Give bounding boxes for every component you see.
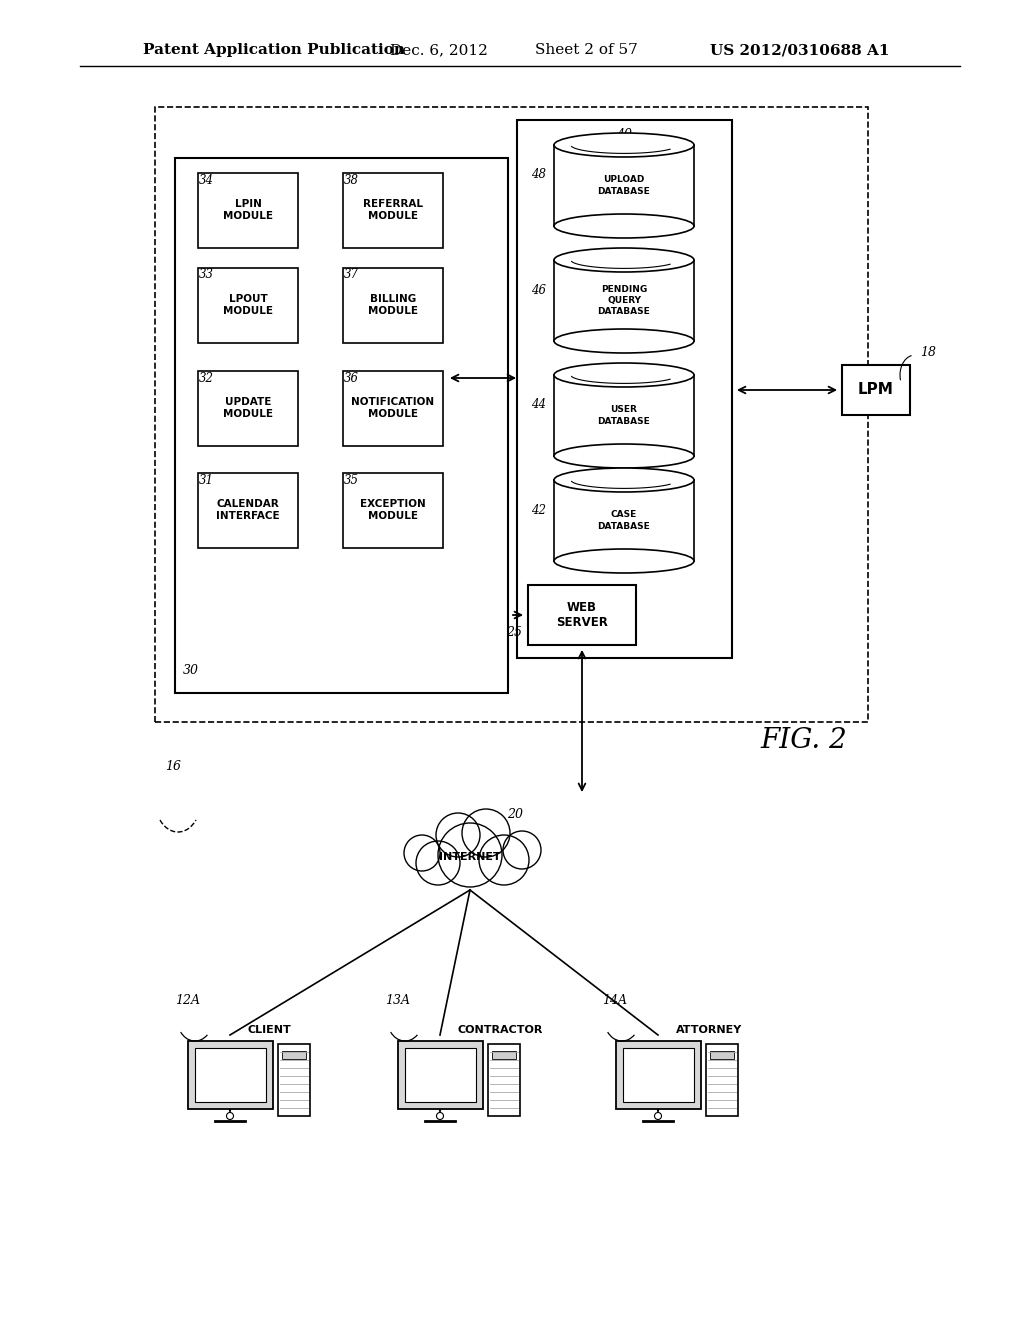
Text: CASE
DATABASE: CASE DATABASE [598, 511, 650, 531]
Text: USER
DATABASE: USER DATABASE [598, 405, 650, 425]
FancyBboxPatch shape [492, 1051, 515, 1059]
Text: 32: 32 [199, 371, 213, 384]
Text: CONTRACTOR: CONTRACTOR [458, 1026, 544, 1035]
Text: FIG. 2: FIG. 2 [760, 726, 847, 754]
Circle shape [438, 822, 502, 887]
FancyBboxPatch shape [198, 173, 298, 248]
Text: 42: 42 [531, 503, 546, 516]
FancyBboxPatch shape [487, 1044, 519, 1115]
Text: 30: 30 [183, 664, 199, 677]
Text: WEB
SERVER: WEB SERVER [556, 601, 608, 630]
Text: 33: 33 [199, 268, 213, 281]
FancyBboxPatch shape [404, 1048, 475, 1102]
Circle shape [416, 841, 460, 884]
Text: INTERNET: INTERNET [439, 851, 501, 862]
FancyBboxPatch shape [343, 173, 443, 248]
Ellipse shape [554, 248, 694, 272]
Text: 14A: 14A [602, 994, 627, 1006]
Circle shape [503, 832, 541, 869]
FancyBboxPatch shape [528, 585, 636, 645]
Text: 20: 20 [507, 808, 523, 821]
Circle shape [654, 1113, 662, 1119]
Text: EXCEPTION
MODULE: EXCEPTION MODULE [360, 499, 426, 521]
Circle shape [226, 1113, 233, 1119]
Text: LPOUT
MODULE: LPOUT MODULE [223, 294, 273, 317]
Text: 18: 18 [920, 346, 936, 359]
Text: CLIENT: CLIENT [248, 1026, 292, 1035]
Text: 35: 35 [343, 474, 358, 487]
FancyBboxPatch shape [198, 473, 298, 548]
Text: 44: 44 [531, 399, 546, 412]
Text: 25: 25 [506, 627, 522, 639]
Text: Sheet 2 of 57: Sheet 2 of 57 [535, 44, 638, 57]
Text: ATTORNEY: ATTORNEY [676, 1026, 742, 1035]
FancyBboxPatch shape [195, 1048, 265, 1102]
FancyBboxPatch shape [198, 371, 298, 446]
Ellipse shape [554, 133, 694, 157]
FancyBboxPatch shape [343, 473, 443, 548]
Text: LPM: LPM [858, 383, 894, 397]
Text: 48: 48 [531, 169, 546, 181]
Circle shape [436, 1113, 443, 1119]
Text: BILLING
MODULE: BILLING MODULE [368, 294, 418, 317]
Text: Dec. 6, 2012: Dec. 6, 2012 [390, 44, 487, 57]
Ellipse shape [554, 329, 694, 352]
FancyBboxPatch shape [343, 371, 443, 446]
Text: 37: 37 [343, 268, 358, 281]
FancyBboxPatch shape [198, 268, 298, 342]
Text: 16: 16 [165, 760, 181, 774]
FancyBboxPatch shape [278, 1044, 309, 1115]
Text: Patent Application Publication: Patent Application Publication [143, 44, 406, 57]
Ellipse shape [554, 469, 694, 492]
Bar [554, 480, 694, 561]
Text: 34: 34 [199, 173, 213, 186]
Text: 38: 38 [343, 173, 358, 186]
FancyBboxPatch shape [343, 268, 443, 342]
Text: 12A: 12A [175, 994, 200, 1006]
Text: 40: 40 [616, 128, 633, 141]
FancyBboxPatch shape [706, 1044, 737, 1115]
Text: UPDATE
MODULE: UPDATE MODULE [223, 397, 273, 420]
Circle shape [436, 813, 480, 857]
Bar [554, 145, 694, 226]
Text: 13A: 13A [385, 994, 410, 1006]
Text: PENDING
QUERY
DATABASE: PENDING QUERY DATABASE [598, 285, 650, 315]
Text: 36: 36 [343, 371, 358, 384]
FancyBboxPatch shape [710, 1051, 733, 1059]
Circle shape [462, 809, 510, 857]
FancyBboxPatch shape [623, 1048, 693, 1102]
Ellipse shape [554, 363, 694, 387]
Circle shape [479, 836, 529, 884]
Text: UPLOAD
DATABASE: UPLOAD DATABASE [598, 176, 650, 195]
Text: US 2012/0310688 A1: US 2012/0310688 A1 [710, 44, 890, 57]
Text: LPIN
MODULE: LPIN MODULE [223, 199, 273, 222]
Text: CALENDAR
INTERFACE: CALENDAR INTERFACE [216, 499, 280, 521]
Bar [554, 375, 694, 455]
FancyBboxPatch shape [187, 1041, 272, 1109]
Bar [554, 260, 694, 341]
FancyBboxPatch shape [615, 1041, 700, 1109]
Circle shape [404, 836, 440, 871]
FancyBboxPatch shape [397, 1041, 482, 1109]
Text: NOTIFICATION
MODULE: NOTIFICATION MODULE [351, 397, 434, 420]
FancyBboxPatch shape [282, 1051, 305, 1059]
Text: 31: 31 [199, 474, 213, 487]
Ellipse shape [554, 214, 694, 238]
Text: REFERRAL
MODULE: REFERRAL MODULE [362, 199, 423, 222]
Ellipse shape [554, 444, 694, 469]
Text: 46: 46 [531, 284, 546, 297]
FancyBboxPatch shape [842, 366, 910, 414]
Ellipse shape [554, 549, 694, 573]
